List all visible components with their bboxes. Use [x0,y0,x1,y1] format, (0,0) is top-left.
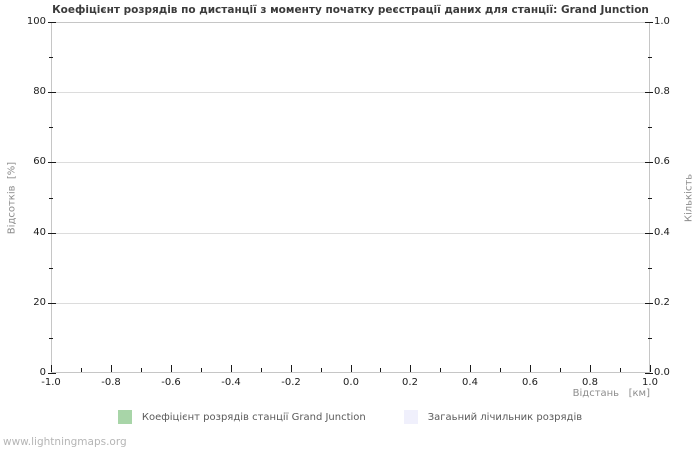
y-major-tick-left [48,22,56,23]
y-major-tick-right [645,303,653,304]
watermark-link[interactable]: www.lightningmaps.org [3,436,127,448]
y-major-tick-right [645,92,653,93]
x-major-tick [291,365,292,372]
x-minor-tick [261,368,262,372]
y-gridline [52,303,649,304]
y-minor-tick-left [49,127,53,128]
y-minor-tick-left [49,338,53,339]
y-tick-label-right: 0.0 [654,367,670,378]
y-minor-tick-left [49,57,53,58]
y-minor-tick-right [648,268,652,269]
x-minor-tick [141,368,142,372]
legend-swatch-total-counter [403,410,418,424]
x-major-tick [51,365,52,372]
legend-swatch-station-ratio [117,410,132,424]
x-tick-label: 0.6 [522,377,538,388]
x-major-tick [650,365,651,372]
y-minor-tick-right [648,57,652,58]
x-tick-label: 0.8 [582,377,598,388]
x-tick-label: 0.0 [343,377,359,388]
x-major-tick [171,365,172,372]
y-major-tick-right [645,233,653,234]
y-major-tick-left [48,303,56,304]
x-major-tick [410,365,411,372]
y-tick-label-left: 20 [33,297,46,308]
legend-item-total-counter: Загаьний лічильник розрядів [403,410,583,424]
y-axis-label-right: Кількість [683,173,695,223]
x-tick-label: 0.4 [462,377,478,388]
y-minor-tick-right [648,338,652,339]
y-tick-label-right: 0.8 [654,86,670,97]
x-tick-label: 0.2 [402,377,418,388]
y-gridline [52,233,649,234]
x-minor-tick [440,368,441,372]
y-major-tick-left [48,92,56,93]
y-minor-tick-right [648,127,652,128]
x-minor-tick [81,368,82,372]
y-major-tick-left [48,373,56,374]
legend-label-total-counter: Загаьний лічильник розрядів [427,411,583,423]
y-minor-tick-left [49,198,53,199]
x-major-tick [231,365,232,372]
y-tick-label-right: 1.0 [654,16,670,27]
x-tick-label: -1.0 [41,377,61,388]
y-major-tick-left [48,162,56,163]
x-major-tick [470,365,471,372]
x-major-tick [530,365,531,372]
x-major-tick [351,365,352,372]
y-minor-tick-right [648,198,652,199]
x-tick-label: -0.4 [221,377,241,388]
y-gridline [52,92,649,93]
legend: Коефіцієнт розрядів станції Grand Juncti… [0,410,700,424]
y-tick-label-left: 80 [33,86,46,97]
chart-title: Коефіцієнт розрядів по дистанції з момен… [52,4,649,16]
x-major-tick [111,365,112,372]
x-minor-tick [321,368,322,372]
y-tick-label-right: 0.2 [654,297,670,308]
legend-label-station-ratio: Коефіцієнт розрядів станції Grand Juncti… [141,411,366,423]
x-tick-label: -0.8 [101,377,121,388]
x-minor-tick [380,368,381,372]
y-tick-label-right: 0.4 [654,227,670,238]
x-tick-label: 1.0 [642,377,658,388]
x-minor-tick [500,368,501,372]
x-tick-label: -0.2 [281,377,301,388]
x-minor-tick [560,368,561,372]
legend-item-station-ratio: Коефіцієнт розрядів станції Grand Juncti… [117,410,366,424]
y-tick-label-left: 40 [33,227,46,238]
x-axis-label: Відстань [км] [572,388,650,399]
y-major-tick-right [645,373,653,374]
y-minor-tick-left [49,268,53,269]
x-major-tick [590,365,591,372]
y-major-tick-right [645,162,653,163]
x-minor-tick [620,368,621,372]
y-gridline [52,162,649,163]
y-tick-label-right: 0.6 [654,156,670,167]
x-minor-tick [201,368,202,372]
y-major-tick-right [645,22,653,23]
y-major-tick-left [48,233,56,234]
plot-area [51,22,650,373]
y-tick-label-left: 60 [33,156,46,167]
y-tick-label-left: 100 [26,16,46,27]
x-tick-label: -0.6 [161,377,181,388]
y-tick-label-left: 0 [39,367,46,378]
y-axis-label-left: Відсотків [%] [6,161,18,235]
